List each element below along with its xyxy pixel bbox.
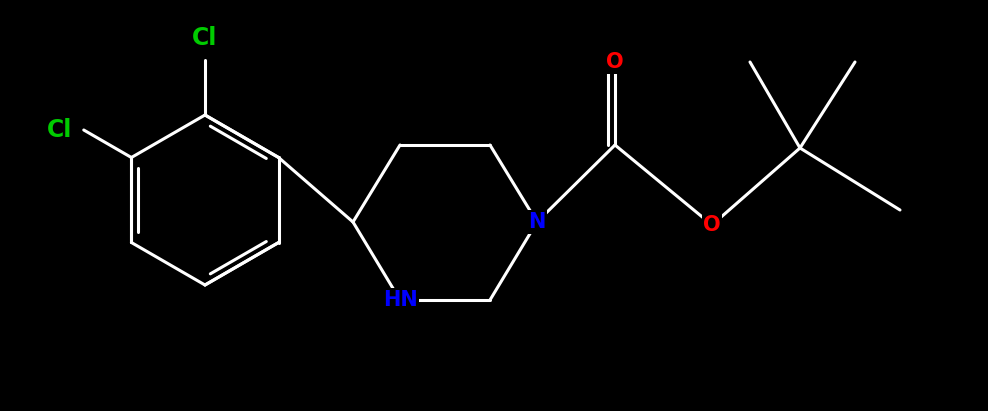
Text: Cl: Cl — [193, 26, 217, 50]
Text: HN: HN — [382, 290, 417, 310]
Text: O: O — [703, 215, 721, 235]
Text: Cl: Cl — [46, 118, 72, 142]
Text: O: O — [607, 52, 623, 72]
Text: N: N — [529, 212, 545, 232]
